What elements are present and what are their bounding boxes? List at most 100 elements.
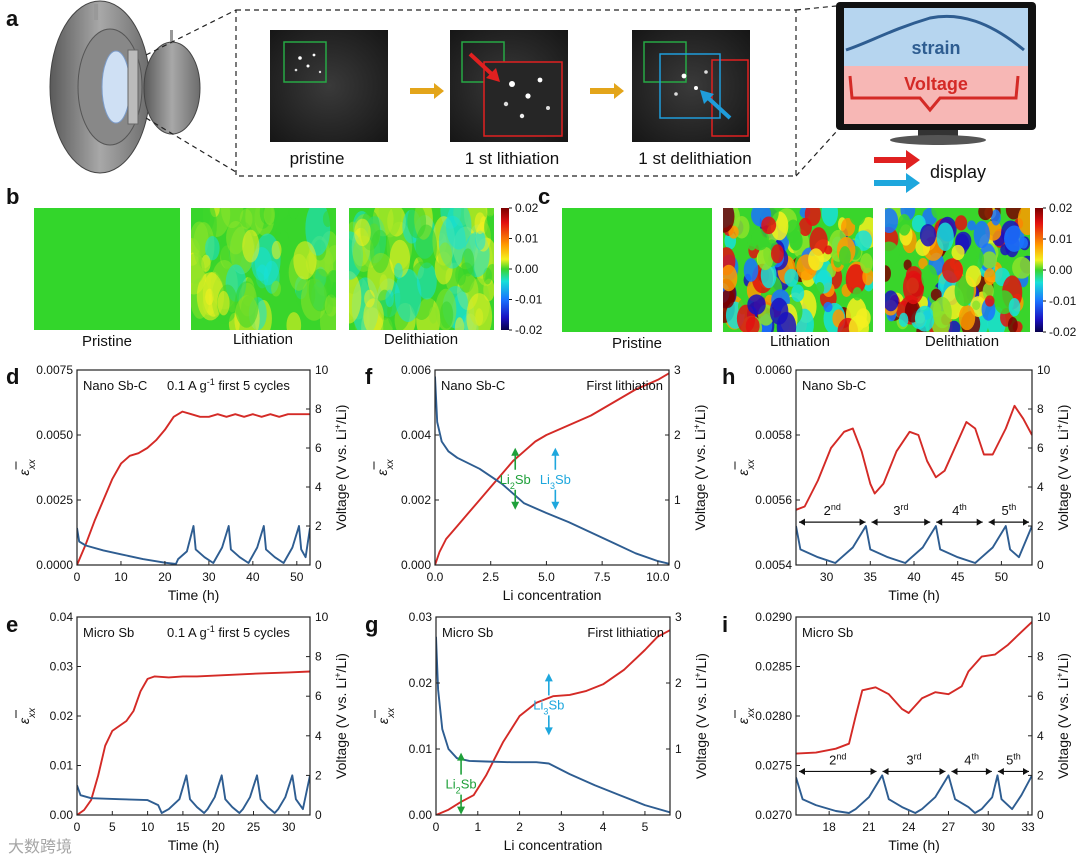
y-tick-label: 0.0054	[755, 558, 792, 572]
speckle-image-delithiation	[632, 30, 750, 142]
y-tick-label: 0.004	[401, 428, 431, 442]
x-tick-label: 10.0	[646, 570, 670, 584]
cycle-label: 4th	[964, 751, 979, 767]
y-tick-label: 0.0290	[755, 610, 792, 624]
charts: d0 10 20 30 40 500.00000.00250.00500.00750246…	[6, 363, 1071, 853]
colorbar-tick: 0.01	[1049, 232, 1073, 246]
y-tick-label: 0.000	[401, 558, 431, 572]
chart-g: g 0 1 2 3 4 5 0.00 0.01 0.02 0.03 0 1 2 3 Li concentrat…	[365, 610, 709, 853]
plot-frame	[795, 616, 1033, 816]
y2-tick-label: 0	[315, 558, 322, 572]
y2-tick-label: 10	[315, 610, 329, 624]
y2-tick-label: 10	[1037, 363, 1051, 377]
y2-tick-label: 2	[315, 519, 322, 533]
y2-tick-label: 2	[675, 676, 682, 690]
y-tick-label: 0.01	[50, 759, 74, 773]
x-axis-label: Time (h)	[168, 587, 220, 603]
y-tick-label: 0.0280	[755, 709, 792, 723]
y2-tick-label: 4	[315, 729, 322, 743]
display-label: display	[930, 162, 986, 182]
y2-tick-label: 2	[674, 428, 681, 442]
colorbar-b	[501, 208, 509, 330]
x-tick-label: 10	[114, 570, 128, 584]
voltage-line	[796, 774, 1032, 814]
chart-title: Micro Sb	[83, 625, 134, 640]
cycle-label: 5th	[1006, 751, 1021, 767]
chart-title: Nano Sb-C	[802, 378, 866, 393]
panel-label-a: a	[6, 6, 19, 31]
y2-tick-label: 8	[1037, 650, 1044, 664]
map-label-delithiation-c: Delithiation	[925, 333, 999, 350]
monitor-icon	[836, 2, 1036, 145]
phase-label: Li3Sb	[533, 697, 564, 716]
panel-c: c 0.02 0.01 0.00 -0.01 -0.02 Pristine Lithia…	[538, 184, 1077, 352]
chart-subtitle: 0.1 A g-1 first 5 cycles	[167, 624, 290, 640]
strain-map-delithiation	[349, 208, 494, 330]
speckle-image-pristine	[270, 30, 388, 142]
x-tick-label: 3	[558, 820, 565, 834]
x-tick-label: 27	[942, 820, 956, 834]
chart-h: h 30 35 40 45 50 0.0054 0.0056 0.0058 0.0060 0 2 4 6 8…	[722, 363, 1071, 603]
y2-axis-label: Voltage (V vs. Li+/Li)	[692, 405, 708, 531]
chart-title: Nano Sb-C	[441, 378, 505, 393]
x-tick-label: 5	[109, 820, 116, 834]
y-tick-label: 0.0060	[755, 363, 792, 377]
map-label-pristine-b: Pristine	[82, 333, 132, 350]
y2-tick-label: 2	[315, 768, 322, 782]
display-arrows-icon	[874, 150, 920, 193]
x-tick-label: 18	[822, 820, 836, 834]
y-tick-label: 0.002	[401, 493, 431, 507]
voltage-line	[796, 525, 1032, 564]
x-axis-label: Time (h)	[888, 837, 940, 853]
chart-i: i18 21 24 27 30 330.02700.02750.02800.02850.0…	[722, 610, 1071, 853]
strain-line	[77, 410, 310, 565]
panel-b: b 0.02 0.01 0.00 -0.01 -0.02 Pristine Lithia…	[6, 184, 543, 350]
y2-tick-label: 4	[1037, 480, 1044, 494]
y-axis-label: εxx	[374, 458, 396, 475]
x-tick-label: 5	[642, 820, 649, 834]
monitor-voltage-label: Voltage	[904, 74, 968, 94]
x-tick-label: 25	[247, 820, 261, 834]
y-tick-label: 0.0050	[36, 428, 73, 442]
y2-tick-label: 0	[674, 558, 681, 572]
y2-tick-label: 8	[315, 650, 322, 664]
x-tick-label: 0	[74, 820, 81, 834]
y-axis-label: εxx	[375, 707, 397, 724]
x-tick-label: 20	[212, 820, 226, 834]
y2-axis-label: Voltage (V vs. Li+/Li)	[333, 405, 349, 531]
y2-axis-label: Voltage (V vs. Li+/Li)	[1055, 405, 1071, 531]
y2-tick-label: 0	[315, 808, 322, 822]
y-tick-label: 0.02	[50, 709, 74, 723]
plot-frame	[76, 369, 311, 566]
plot-frame	[434, 369, 670, 566]
colorbar-tick: 0.01	[515, 232, 539, 246]
y-tick-label: 0.0285	[755, 660, 792, 674]
x-axis-label: Time (h)	[888, 587, 940, 603]
coin-cell-icon	[49, 0, 201, 174]
x-tick-label: 2.5	[482, 570, 499, 584]
arrow-right-icon	[410, 83, 624, 99]
y-tick-label: 0.006	[401, 363, 431, 377]
chart-subtitle: First lithiation	[586, 378, 663, 393]
panel-label-h: h	[722, 364, 735, 389]
panel-label-e: e	[6, 612, 18, 637]
voltage-line	[436, 636, 670, 814]
dic-image-frame	[235, 9, 797, 177]
y2-tick-label: 6	[1037, 689, 1044, 703]
cycle-label: 3rd	[893, 502, 908, 518]
chart-title: Micro Sb	[802, 625, 853, 640]
colorbar-tick: 0.02	[1049, 201, 1073, 215]
x-tick-label: 0	[433, 820, 440, 834]
colorbar-tick: -0.01	[515, 293, 543, 307]
y-axis-label: εxx	[16, 458, 38, 475]
y2-tick-label: 10	[1037, 610, 1051, 624]
strain-line	[796, 404, 1032, 511]
voltage-line	[77, 525, 310, 565]
y-tick-label: 0.0058	[755, 428, 792, 442]
x-tick-label: 0	[74, 570, 81, 584]
x-tick-label: 4	[600, 820, 607, 834]
phase-label: Li2Sb	[500, 472, 531, 491]
x-axis-label: Li concentration	[504, 837, 603, 853]
y2-tick-label: 3	[675, 610, 682, 624]
